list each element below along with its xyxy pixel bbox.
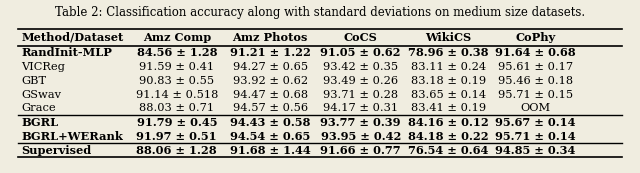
Text: 84.56 ± 1.28: 84.56 ± 1.28: [136, 47, 217, 58]
Text: 94.17 ± 0.31: 94.17 ± 0.31: [323, 103, 398, 113]
Text: 88.03 ± 0.71: 88.03 ± 0.71: [140, 103, 214, 113]
Text: VICReg: VICReg: [22, 62, 65, 72]
Text: 95.61 ± 0.17: 95.61 ± 0.17: [498, 62, 573, 72]
Text: 91.68 ± 1.44: 91.68 ± 1.44: [230, 145, 310, 156]
Text: 93.77 ± 0.39: 93.77 ± 0.39: [321, 117, 401, 128]
Text: 83.41 ± 0.19: 83.41 ± 0.19: [411, 103, 486, 113]
Text: 83.18 ± 0.19: 83.18 ± 0.19: [411, 76, 486, 85]
Text: RandInit-MLP: RandInit-MLP: [22, 47, 113, 58]
Text: 93.92 ± 0.62: 93.92 ± 0.62: [233, 76, 308, 85]
Text: CoCS: CoCS: [344, 32, 378, 43]
Text: 94.27 ± 0.65: 94.27 ± 0.65: [233, 62, 308, 72]
Text: 91.64 ± 0.68: 91.64 ± 0.68: [495, 47, 576, 58]
Text: Amz Comp: Amz Comp: [143, 32, 211, 43]
Text: 91.14 ± 0.518: 91.14 ± 0.518: [136, 89, 218, 99]
Text: 95.71 ± 0.14: 95.71 ± 0.14: [495, 131, 576, 142]
Text: 78.96 ± 0.38: 78.96 ± 0.38: [408, 47, 488, 58]
Text: 91.66 ± 0.77: 91.66 ± 0.77: [321, 145, 401, 156]
Text: 91.59 ± 0.41: 91.59 ± 0.41: [140, 62, 214, 72]
Text: 91.79 ± 0.45: 91.79 ± 0.45: [136, 117, 217, 128]
Text: 93.95 ± 0.42: 93.95 ± 0.42: [321, 131, 401, 142]
Text: Method/Dataset: Method/Dataset: [22, 32, 124, 43]
Text: 84.16 ± 0.12: 84.16 ± 0.12: [408, 117, 488, 128]
Text: 95.46 ± 0.18: 95.46 ± 0.18: [498, 76, 573, 85]
Text: 94.47 ± 0.68: 94.47 ± 0.68: [233, 89, 308, 99]
Text: Table 2: Classification accuracy along with standard deviations on medium size d: Table 2: Classification accuracy along w…: [55, 7, 585, 20]
Text: 76.54 ± 0.64: 76.54 ± 0.64: [408, 145, 488, 156]
Text: GSwav: GSwav: [22, 89, 61, 99]
Text: 95.71 ± 0.15: 95.71 ± 0.15: [498, 89, 573, 99]
Text: 94.85 ± 0.34: 94.85 ± 0.34: [495, 145, 576, 156]
Text: GBT: GBT: [22, 76, 47, 85]
Text: 93.71 ± 0.28: 93.71 ± 0.28: [323, 89, 398, 99]
Text: 91.05 ± 0.62: 91.05 ± 0.62: [321, 47, 401, 58]
Text: 91.97 ± 0.51: 91.97 ± 0.51: [136, 131, 217, 142]
Text: 95.67 ± 0.14: 95.67 ± 0.14: [495, 117, 576, 128]
Text: 91.21 ± 1.22: 91.21 ± 1.22: [230, 47, 310, 58]
Text: BGRL: BGRL: [22, 117, 59, 128]
Text: 84.18 ± 0.22: 84.18 ± 0.22: [408, 131, 488, 142]
Text: Amz Photos: Amz Photos: [232, 32, 308, 43]
Text: 94.43 ± 0.58: 94.43 ± 0.58: [230, 117, 310, 128]
Text: 93.49 ± 0.26: 93.49 ± 0.26: [323, 76, 398, 85]
Text: 88.06 ± 1.28: 88.06 ± 1.28: [136, 145, 217, 156]
Text: WikiCS: WikiCS: [425, 32, 471, 43]
Text: BGRL+WERank: BGRL+WERank: [22, 131, 124, 142]
Text: 94.54 ± 0.65: 94.54 ± 0.65: [230, 131, 310, 142]
Text: CoPhy: CoPhy: [515, 32, 556, 43]
Text: 94.57 ± 0.56: 94.57 ± 0.56: [233, 103, 308, 113]
Text: OOM: OOM: [520, 103, 550, 113]
Text: Supervised: Supervised: [22, 145, 92, 156]
Text: 83.65 ± 0.14: 83.65 ± 0.14: [411, 89, 486, 99]
Text: 83.11 ± 0.24: 83.11 ± 0.24: [411, 62, 486, 72]
Text: 93.42 ± 0.35: 93.42 ± 0.35: [323, 62, 398, 72]
Text: 90.83 ± 0.55: 90.83 ± 0.55: [140, 76, 214, 85]
Text: Grace: Grace: [22, 103, 56, 113]
